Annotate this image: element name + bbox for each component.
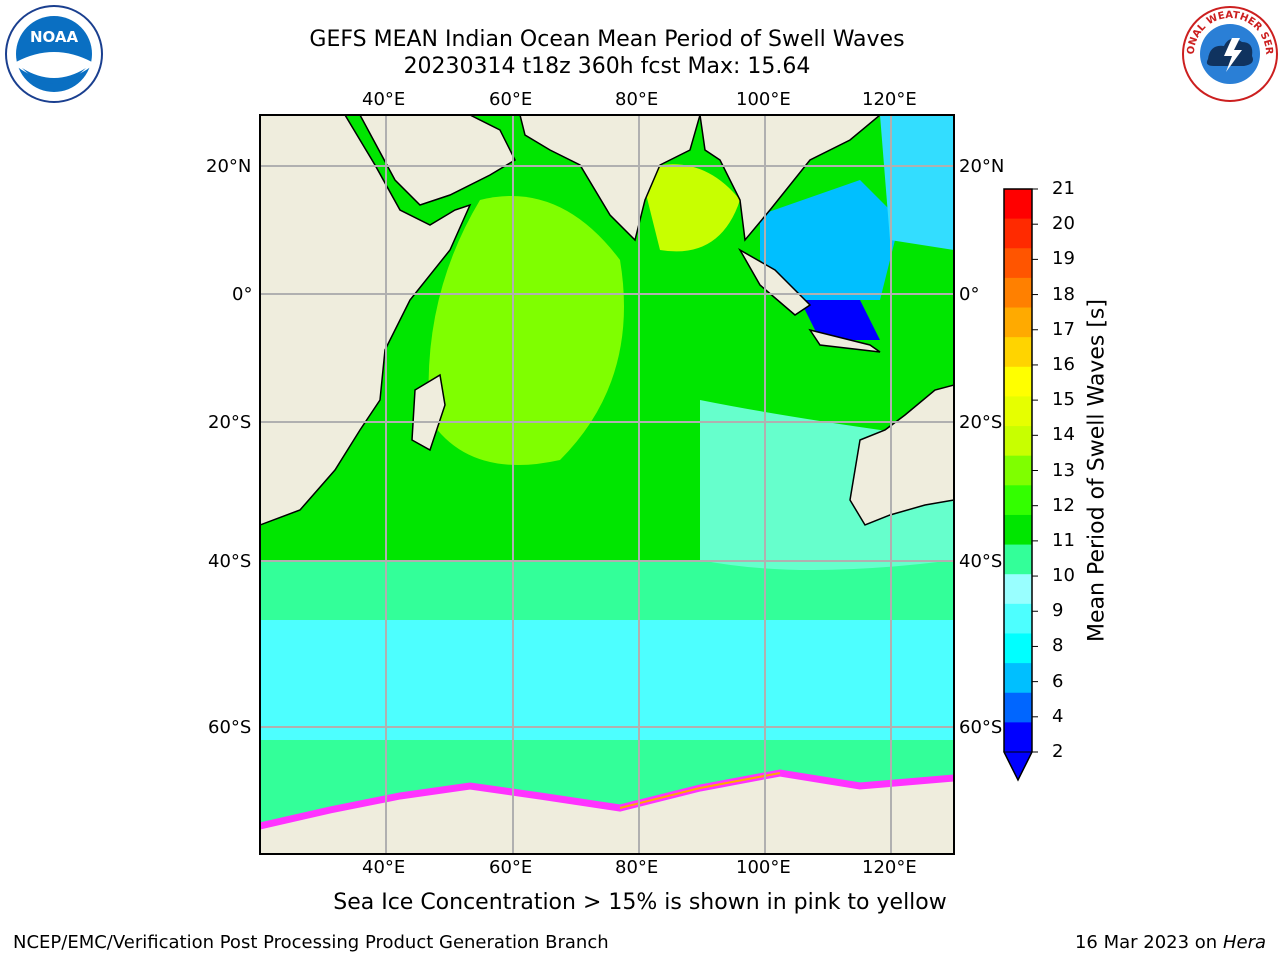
nws-logo: NATIONAL WEATHER SERVICE	[1176, 0, 1280, 104]
indochina-land	[699, 115, 882, 242]
sumatra-land	[737, 247, 812, 316]
colorbar-tick-label: 14	[1052, 424, 1075, 446]
colorbar-tick-label: 4	[1052, 705, 1064, 727]
lat-label-right: 20°S	[959, 412, 1003, 433]
lon-label-bottom: 40°E	[362, 857, 406, 878]
colorbar-tick-label: 16	[1052, 353, 1075, 375]
lat-label-left: 20°S	[208, 412, 252, 433]
colorbar-segment	[1004, 455, 1032, 486]
lon-label-top: 120°E	[862, 89, 917, 110]
lat-label-right: 0°	[959, 284, 980, 305]
southern-ocean-swell-low	[260, 600, 954, 760]
colorbar-segment	[1004, 426, 1032, 457]
footer-date-text: 16 Mar 2023 on	[1074, 932, 1218, 953]
colorbar-segment	[1004, 692, 1032, 723]
india-land	[519, 115, 701, 242]
sea-ice-edge	[260, 769, 954, 830]
lat-label-left: 0°	[232, 284, 253, 305]
colorbar-segment	[1004, 218, 1032, 249]
colorbar-tick-label: 10	[1052, 565, 1075, 587]
lat-label-right: 20°N	[959, 156, 1005, 177]
colorbar-segment	[1004, 277, 1032, 309]
colorbar-segment	[1004, 574, 1032, 605]
lon-label-bottom: 120°E	[862, 857, 917, 878]
colorbar-tick-label: 13	[1052, 459, 1075, 481]
footer-credit: NCEP/EMC/Verification Post Processing Pr…	[13, 932, 609, 953]
map-plot-area	[260, 115, 954, 854]
bay-of-bengal-patch	[640, 164, 740, 252]
sea-ice-note: Sea Ice Concentration > 15% is shown in …	[333, 890, 947, 915]
lat-label-right: 60°S	[959, 717, 1003, 738]
colorbar-segment	[1004, 485, 1032, 516]
noaa-logo-text: NOAA	[30, 28, 79, 46]
central-swell-patch	[428, 196, 624, 465]
colorbar-tick-label: 21	[1052, 178, 1075, 199]
lon-label-top: 60°E	[489, 89, 533, 110]
colorbar-tick-label: 8	[1052, 635, 1064, 657]
colorbar-segment	[1004, 337, 1032, 368]
footer-date: 16 Mar 2023 on Hera	[1075, 932, 1266, 953]
colorbar-tick-label: 9	[1052, 600, 1064, 622]
footer-machine: Hera	[1222, 932, 1266, 953]
lat-label-left: 60°S	[208, 717, 252, 738]
colorbar-tick-label: 12	[1052, 494, 1075, 516]
map-subtitle: 20230314 t18z 360h fcst Max: 15.64	[403, 54, 811, 79]
lat-label-right: 40°S	[959, 551, 1003, 572]
colorbar-segment	[1004, 722, 1032, 753]
colorbar-segment	[1004, 633, 1032, 664]
grid-lines	[260, 115, 954, 854]
colorbar-segment	[1004, 366, 1032, 397]
colorbar-tick-label: 6	[1052, 670, 1064, 692]
colorbar-label: Mean Period of Swell Waves [s]	[1084, 299, 1110, 642]
java-sea-patch	[800, 300, 880, 340]
java-land	[808, 328, 881, 353]
colorbar-tick-label: 19	[1052, 248, 1075, 270]
colorbar-tick-label: 2	[1052, 741, 1064, 762]
colorbar-extend-arrow	[1003, 751, 1033, 782]
colorbar-segment	[1004, 544, 1032, 575]
lon-label-top: 100°E	[736, 89, 791, 110]
colorbar-frame	[1003, 188, 1033, 782]
lon-label-bottom: 60°E	[489, 857, 533, 878]
colorbar-tick-label: 17	[1052, 318, 1075, 340]
colorbar	[1003, 188, 1038, 782]
map-frame	[259, 114, 955, 855]
pacific-swell-patch	[880, 115, 954, 250]
noaa-logo: NOAA	[4, 4, 104, 104]
map-title: GEFS MEAN Indian Ocean Mean Period of Sw…	[309, 27, 905, 52]
lon-label-bottom: 80°E	[615, 857, 659, 878]
lon-label-top: 80°E	[615, 89, 659, 110]
lon-label-bottom: 100°E	[736, 857, 791, 878]
madagascar-land	[411, 373, 446, 452]
colorbar-segment	[1004, 189, 1032, 220]
colorbar-tick-label: 20	[1052, 213, 1075, 235]
colorbar-segment	[1004, 248, 1032, 279]
lat-label-left: 20°N	[206, 156, 252, 177]
colorbar-tick-label: 18	[1052, 283, 1075, 305]
colorbar-segment	[1004, 396, 1032, 427]
australia-land	[849, 384, 954, 526]
indonesia-swell-patch	[760, 180, 900, 300]
colorbar-segment	[1004, 663, 1032, 694]
transition-band	[260, 560, 954, 620]
lat-label-left: 40°S	[208, 551, 252, 572]
lon-label-top: 40°E	[362, 89, 406, 110]
arabia-land	[359, 115, 516, 206]
colorbar-segment	[1004, 514, 1032, 546]
colorbar-tick-label: 15	[1052, 389, 1075, 411]
sea-ice-edge-yellow	[619, 772, 781, 809]
colorbar-segment	[1004, 603, 1032, 634]
colorbar-tick-label: 11	[1052, 529, 1075, 551]
colorbar-segment	[1004, 307, 1032, 338]
